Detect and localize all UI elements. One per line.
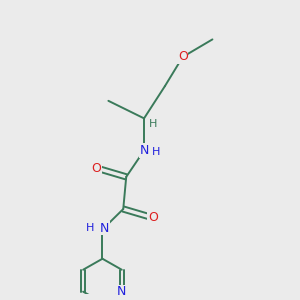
Text: O: O — [148, 211, 158, 224]
Text: N: N — [117, 285, 126, 298]
Text: H: H — [86, 223, 95, 233]
Text: O: O — [178, 50, 188, 64]
Text: O: O — [92, 162, 101, 175]
Text: N: N — [140, 144, 149, 157]
Text: N: N — [100, 221, 110, 235]
Text: H: H — [149, 119, 157, 129]
Text: H: H — [152, 147, 161, 157]
